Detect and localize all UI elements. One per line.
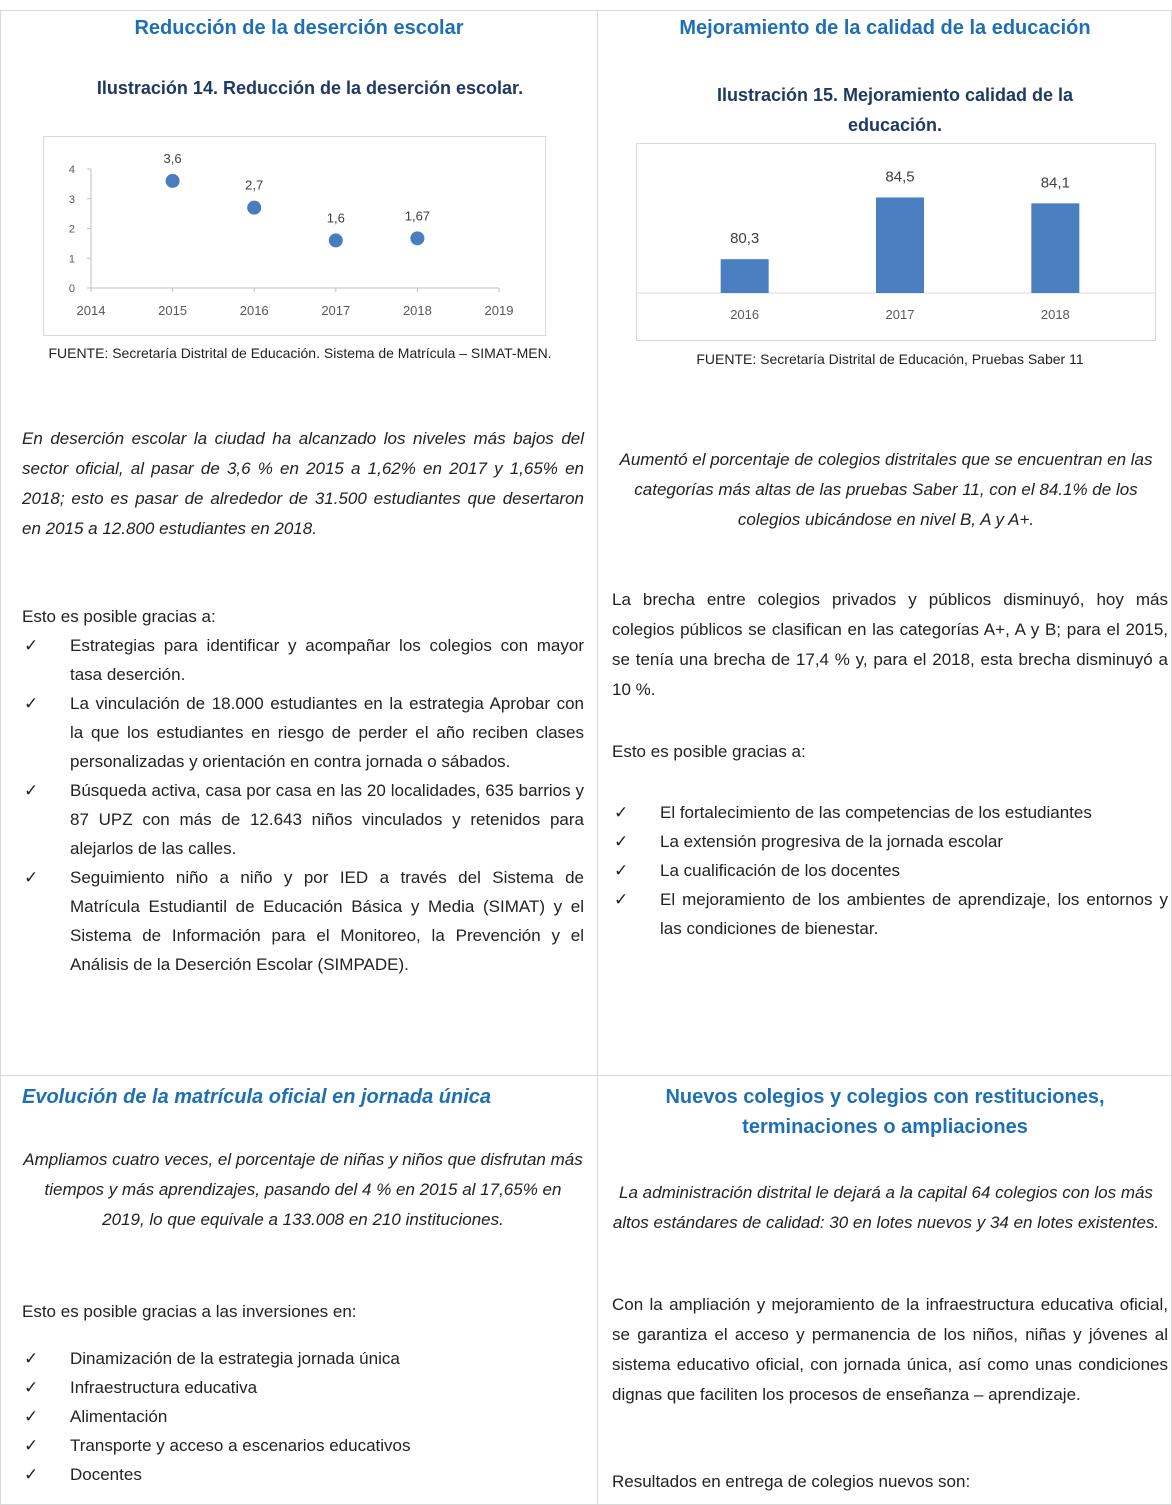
y-tick-label: 2 (69, 224, 75, 236)
bar-chart: 80,3 2016 84,5 2017 84,1 2018 (636, 143, 1156, 341)
highlight: La administración distrital le dejará a … (612, 1183, 1160, 1232)
y-tick-label: 4 (69, 164, 75, 176)
value-label: 1,6 (327, 210, 345, 225)
intro: Esto es posible gracias a las inversione… (22, 1302, 357, 1321)
bullet: La extensión progresiva de la jornada es… (612, 827, 1168, 856)
paragraph: La brecha entre colegios privados y públ… (612, 590, 1168, 699)
value-label: 84,1 (1041, 174, 1070, 191)
scatter-chart: 0 1 2 3 4 2014 2015 2016 2017 2018 2019 3,6 2,7 1,6 1,… (43, 136, 546, 336)
paragraph: En deserción escolar la ciudad ha alcanz… (22, 429, 584, 538)
x-tick-label: 2017 (886, 307, 915, 322)
bullet: Infraestructura educativa (22, 1373, 584, 1402)
y-tick-label: 1 (69, 253, 75, 265)
bar (720, 259, 769, 293)
bullet: La cualificación de los docentes (612, 856, 1168, 885)
bullet: El mejoramiento de los ambientes de apre… (612, 885, 1168, 943)
x-tick-label: 2019 (485, 303, 514, 318)
intro: Esto es posible gracias a: (612, 742, 806, 761)
intro: Resultados en entrega de colegios nuevos… (612, 1472, 971, 1491)
highlight: Aumentó el porcentaje de colegios distri… (619, 450, 1153, 529)
value-label: 1,67 (405, 208, 430, 223)
value-label: 3,6 (164, 151, 182, 166)
x-tick-label: 2016 (730, 307, 759, 322)
value-label: 84,5 (885, 168, 914, 185)
value-label: 2,7 (245, 178, 263, 193)
bullet: Docentes (22, 1460, 584, 1489)
point (165, 173, 180, 188)
heading: Mejoramiento de la calidad de la educaci… (679, 17, 1091, 39)
bullet: Búsqueda activa, casa por casa en las 20… (22, 776, 584, 863)
x-tick-label: 2017 (321, 303, 350, 318)
point (328, 233, 343, 248)
heading: Nuevos colegios y colegios con restituci… (665, 1086, 1105, 1138)
checklist: El fortalecimiento de las competencias d… (612, 798, 1168, 943)
value-label: 80,3 (730, 230, 759, 247)
intro: Esto es posible gracias a: (22, 607, 216, 626)
checklist: Dinamización de la estrategia jornada ún… (22, 1344, 584, 1489)
bullet: Transporte y acceso a escenarios educati… (22, 1431, 584, 1460)
plot: 0 1 2 3 4 2014 2015 2016 2017 2018 2019 3,6 2,7 1,6 1,… (69, 151, 514, 318)
heading: Reducción de la deserción escolar (134, 17, 464, 39)
figure-title: Ilustración 15. Mejoramiento calidad de … (716, 85, 1074, 135)
source: FUENTE: Secretaría Distrital de Educació… (48, 345, 552, 361)
y-tick-label: 3 (69, 194, 75, 206)
x-tick-label: 2018 (1041, 307, 1070, 322)
figure-title: Ilustración 14. Reducción de la deserció… (96, 78, 524, 98)
bullet: Seguimiento niño a niño y por IED a trav… (22, 863, 584, 979)
bar (1031, 203, 1080, 293)
bar (876, 197, 924, 293)
x-tick-label: 2015 (158, 303, 187, 318)
source: FUENTE: Secretaría Distrital de Educació… (696, 351, 1084, 367)
point (410, 231, 425, 246)
x-tick-label: 2018 (403, 303, 432, 318)
highlight: Ampliamos cuatro veces, el porcentaje de… (23, 1150, 583, 1229)
bullet: Dinamización de la estrategia jornada ún… (22, 1344, 584, 1373)
point (247, 200, 262, 215)
checklist: Estrategias para identificar y acompañar… (22, 631, 584, 979)
x-tick-label: 2014 (77, 303, 106, 318)
bullet: Alimentación (22, 1402, 584, 1431)
x-tick-label: 2016 (240, 303, 269, 318)
plot: 80,3 2016 84,5 2017 84,1 2018 (637, 168, 1155, 322)
bullet: Estrategias para identificar y acompañar… (22, 631, 584, 689)
bullet: La vinculación de 18.000 estudiantes en … (22, 689, 584, 776)
bullet: El fortalecimiento de las competencias d… (612, 798, 1168, 827)
paragraph: Con la ampliación y mejoramiento de la i… (612, 1295, 1168, 1404)
y-tick-label: 0 (69, 283, 75, 295)
heading: Evolución de la matrícula oficial en jor… (22, 1086, 492, 1108)
